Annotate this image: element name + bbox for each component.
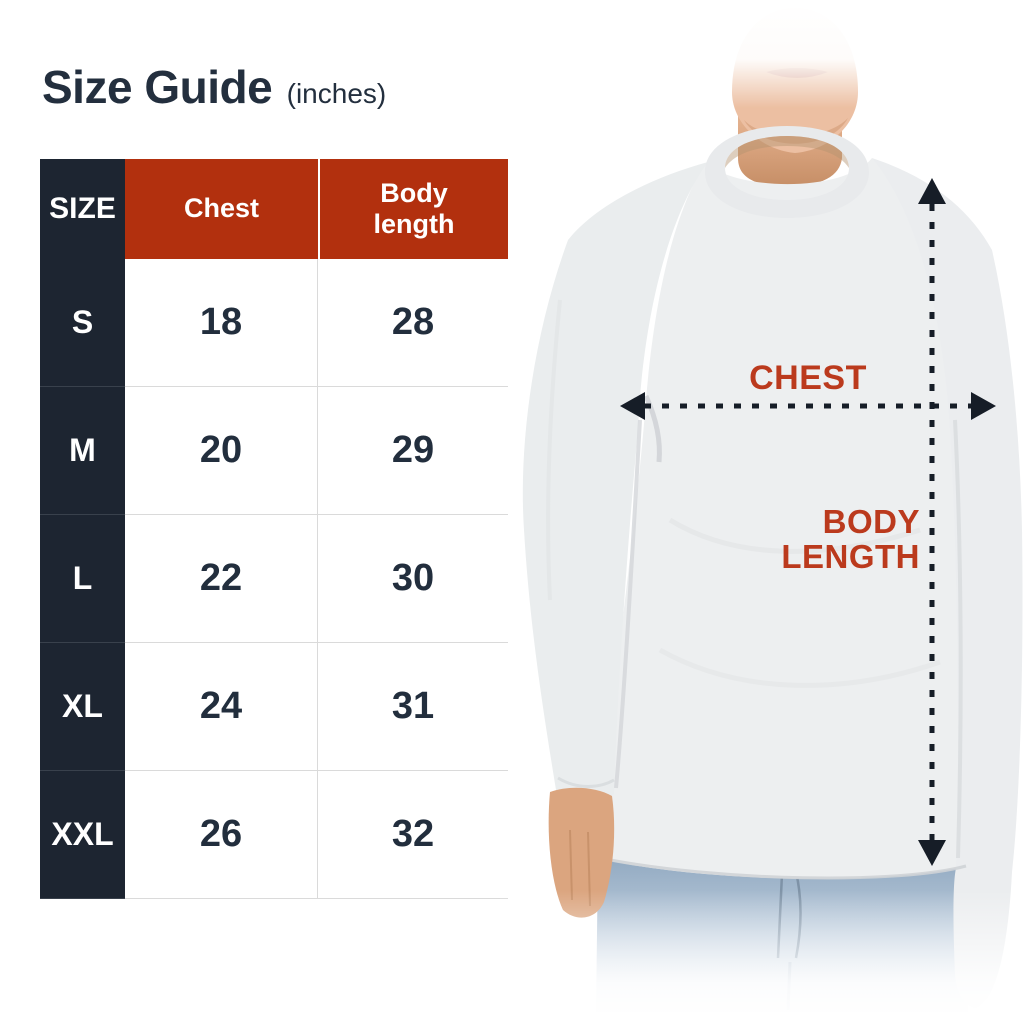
table-cell-body-length: 31: [318, 643, 508, 771]
table-row-size-label: S: [40, 259, 125, 387]
model-left-hand: [548, 787, 615, 918]
table-row-size-label: L: [40, 515, 125, 643]
column-header-body-length: Body length: [318, 159, 508, 259]
body-length-measure-arrow: [918, 178, 946, 866]
table-cell-chest: 24: [125, 643, 318, 771]
column-header-chest: Chest: [125, 159, 318, 259]
column-header-size: SIZE: [40, 159, 125, 259]
size-table: SIZE Chest Body length S 18 28 M 20 29 L…: [40, 159, 508, 899]
sleeve-cuff-line: [557, 776, 615, 788]
shirt-right-sleeve: [872, 158, 1023, 1008]
chest-measure-label: CHEST: [749, 359, 867, 397]
table-row-size-label: XXL: [40, 771, 125, 899]
sleeve-wrinkle: [546, 299, 562, 601]
model-photo: [500, 0, 1024, 1024]
shirt-collar: [705, 126, 869, 218]
face-fade-overlay: [710, 0, 890, 108]
table-cell-chest: 20: [125, 387, 318, 515]
table-cell-body-length: 32: [318, 771, 508, 899]
table-cell-chest: 26: [125, 771, 318, 899]
chest-measure-arrow: [620, 392, 996, 420]
page-title-unit: (inches): [286, 78, 387, 109]
chest-arrow-head-left: [620, 392, 645, 420]
body-length-arrow-head-top: [918, 178, 946, 204]
shirt-torso: [596, 158, 969, 879]
table-cell-chest: 18: [125, 259, 318, 387]
chest-arrow-head-right: [971, 392, 996, 420]
table-cell-body-length: 30: [318, 515, 508, 643]
bottom-fade-overlay: [500, 890, 1024, 1024]
collar-inner-shadow: [725, 136, 849, 168]
table-cell-body-length: 28: [318, 259, 508, 387]
shirt-left-sleeve: [522, 162, 708, 808]
body-length-arrow-head-bottom: [918, 840, 946, 866]
table-cell-body-length: 29: [318, 387, 508, 515]
shirt-armpit-shadow: [643, 394, 662, 463]
shirt-crease-left: [614, 419, 642, 789]
shirt-crease-right: [953, 419, 963, 859]
shirt-hem-shadow: [599, 856, 967, 880]
page-title: Size Guide (inches): [42, 60, 386, 114]
table-cell-chest: 22: [125, 515, 318, 643]
body-length-measure-label: BODY LENGTH: [781, 503, 920, 575]
shirt-fold-1: [668, 517, 921, 554]
table-row-size-label: M: [40, 387, 125, 515]
table-row-size-label: XL: [40, 643, 125, 771]
page-title-text: Size Guide: [42, 61, 273, 113]
shirt-fold-2: [658, 647, 941, 688]
